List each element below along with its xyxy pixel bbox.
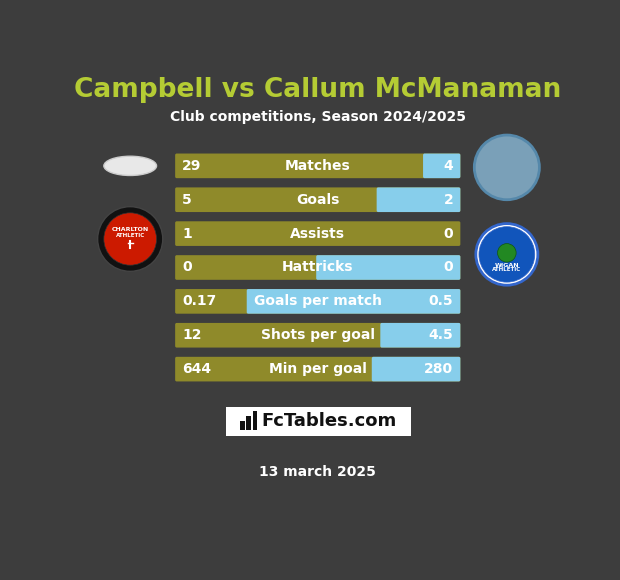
Text: Goals: Goals <box>296 193 339 206</box>
FancyBboxPatch shape <box>175 357 460 382</box>
FancyBboxPatch shape <box>380 323 460 347</box>
Text: Club competitions, Season 2024/2025: Club competitions, Season 2024/2025 <box>170 110 466 124</box>
FancyBboxPatch shape <box>175 222 460 246</box>
Circle shape <box>497 244 516 262</box>
FancyBboxPatch shape <box>316 255 460 280</box>
FancyBboxPatch shape <box>175 255 460 280</box>
Text: Goals per match: Goals per match <box>254 295 382 309</box>
Bar <box>241 420 245 430</box>
FancyBboxPatch shape <box>175 289 460 314</box>
FancyBboxPatch shape <box>226 407 410 436</box>
Text: 0.5: 0.5 <box>429 295 453 309</box>
Text: 1: 1 <box>182 227 192 241</box>
Text: WIGAN: WIGAN <box>495 263 519 268</box>
Ellipse shape <box>104 156 156 176</box>
Text: 0: 0 <box>444 260 453 274</box>
Text: Assists: Assists <box>290 227 345 241</box>
Text: 29: 29 <box>182 159 202 173</box>
Text: 4: 4 <box>444 159 453 173</box>
Text: ATHLETIC: ATHLETIC <box>492 267 521 271</box>
FancyBboxPatch shape <box>175 323 460 347</box>
Text: 13 march 2025: 13 march 2025 <box>259 465 376 478</box>
Text: 12: 12 <box>182 328 202 342</box>
Text: CHARLTON: CHARLTON <box>112 227 149 232</box>
Circle shape <box>104 213 156 265</box>
Bar <box>247 416 251 430</box>
FancyBboxPatch shape <box>372 357 460 382</box>
Circle shape <box>474 135 539 200</box>
FancyBboxPatch shape <box>377 187 460 212</box>
Circle shape <box>97 206 162 271</box>
FancyBboxPatch shape <box>247 289 460 314</box>
Bar <box>253 411 257 430</box>
Text: 2: 2 <box>444 193 453 206</box>
FancyBboxPatch shape <box>423 154 460 178</box>
Text: Min per goal: Min per goal <box>269 362 366 376</box>
Circle shape <box>479 227 534 282</box>
Circle shape <box>476 224 538 285</box>
Text: Matches: Matches <box>285 159 351 173</box>
Text: ATHLETIC: ATHLETIC <box>115 233 145 238</box>
Text: Campbell vs Callum McManaman: Campbell vs Callum McManaman <box>74 77 561 103</box>
FancyBboxPatch shape <box>175 187 460 212</box>
Text: 644: 644 <box>182 362 211 376</box>
Text: Hattricks: Hattricks <box>282 260 353 274</box>
Text: 0: 0 <box>444 227 453 241</box>
Text: 0: 0 <box>182 260 192 274</box>
Text: 4.5: 4.5 <box>428 328 453 342</box>
Text: 5: 5 <box>182 193 192 206</box>
Text: Shots per goal: Shots per goal <box>261 328 374 342</box>
Text: 0.17: 0.17 <box>182 295 216 309</box>
Text: FcTables.com: FcTables.com <box>262 412 397 430</box>
FancyBboxPatch shape <box>175 154 460 178</box>
Text: 280: 280 <box>424 362 453 376</box>
